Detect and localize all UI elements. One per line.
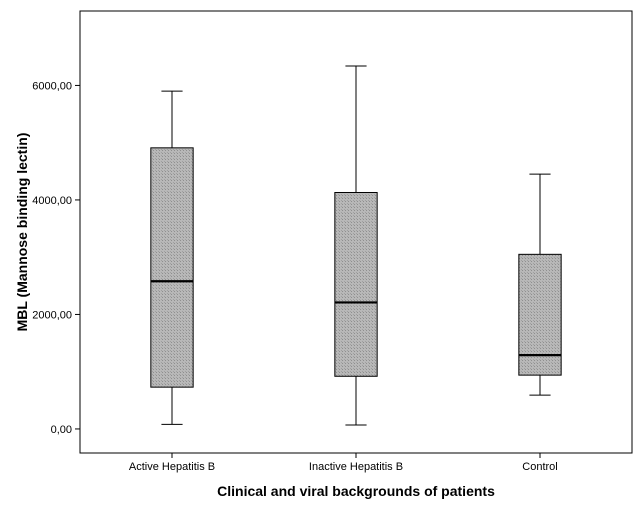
y-tick-label: 2000,00	[32, 309, 72, 321]
iqr-box	[150, 147, 194, 388]
y-tick-label: 6000,00	[32, 80, 72, 92]
iqr-box	[518, 253, 562, 376]
y-tick-label: 0,00	[51, 424, 72, 436]
x-tick-label: Inactive Hepatitis B	[309, 461, 403, 473]
y-axis-title: MBL (Mannose binding lectin)	[14, 133, 30, 332]
box-2	[334, 65, 378, 426]
iqr-box	[334, 191, 378, 377]
box-3	[518, 173, 562, 396]
box-1	[150, 90, 194, 425]
x-axis-title: Clinical and viral backgrounds of patien…	[217, 483, 495, 499]
x-tick-label: Active Hepatitis B	[129, 461, 215, 473]
boxes-group	[150, 65, 562, 426]
x-tick-label: Control	[522, 461, 557, 473]
x-axis: Active Hepatitis B Inactive Hepatitis B Co…	[129, 453, 558, 473]
y-tick-label: 4000,00	[32, 195, 72, 207]
y-axis: 0,00 2000,00 4000,00 6000,00	[32, 80, 80, 436]
